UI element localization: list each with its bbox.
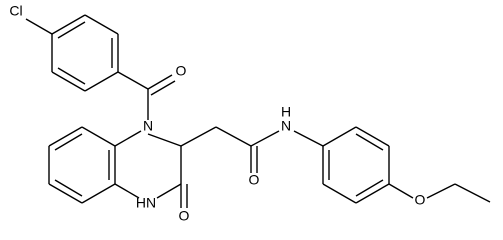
atom-label: O: [249, 172, 260, 188]
atom-label: Cl: [9, 3, 22, 19]
atom-labels: Cl O N HN O O H N O: [9, 3, 425, 224]
bonds: [25, 14, 491, 208]
atom-label: N: [143, 118, 153, 134]
atom-label: O: [415, 192, 426, 208]
atom-label: HN: [136, 195, 156, 211]
atom-label: O: [176, 63, 187, 79]
atom-label: N: [281, 118, 291, 134]
molecule: Cl O N HN O O H N O: [9, 3, 491, 224]
atom-label: O: [179, 208, 190, 224]
atom-label: H: [281, 104, 291, 120]
